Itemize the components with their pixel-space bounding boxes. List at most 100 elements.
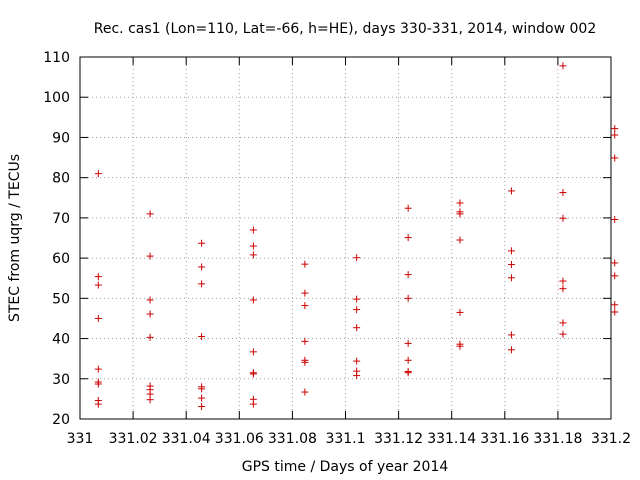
data-point bbox=[301, 358, 309, 366]
data-point bbox=[507, 331, 515, 339]
x-tick-label: 331.08 bbox=[268, 431, 317, 447]
data-point bbox=[94, 281, 102, 289]
data-point bbox=[611, 272, 619, 280]
data-point bbox=[198, 280, 206, 288]
data-point bbox=[559, 330, 567, 338]
data-point bbox=[249, 400, 257, 408]
data-point bbox=[94, 314, 102, 322]
data-point bbox=[301, 337, 309, 345]
x-axis-label: GPS time / Days of year 2014 bbox=[242, 459, 449, 475]
x-tick-label: 331.04 bbox=[162, 431, 211, 447]
data-point bbox=[249, 370, 257, 378]
data-point bbox=[353, 324, 361, 332]
x-tick-label: 331.14 bbox=[427, 431, 476, 447]
data-point bbox=[146, 310, 154, 318]
data-point bbox=[353, 306, 361, 314]
data-points bbox=[94, 62, 619, 411]
data-point bbox=[249, 242, 257, 250]
data-point bbox=[559, 214, 567, 222]
data-point bbox=[611, 131, 619, 139]
grid bbox=[80, 57, 611, 419]
data-point bbox=[507, 247, 515, 255]
y-tick-label: 50 bbox=[52, 291, 70, 307]
axes bbox=[79, 56, 612, 420]
data-point bbox=[404, 356, 412, 364]
data-point bbox=[301, 388, 309, 396]
data-point bbox=[559, 189, 567, 197]
data-point bbox=[198, 403, 206, 411]
data-point bbox=[404, 234, 412, 242]
y-tick-label: 30 bbox=[52, 372, 70, 388]
tick-labels: 331 331.02 331.04 331.06 331.08 331.1 331.12 33… bbox=[43, 50, 631, 447]
data-point bbox=[404, 271, 412, 279]
data-point bbox=[456, 236, 464, 244]
data-point bbox=[611, 215, 619, 223]
data-point bbox=[249, 226, 257, 234]
x-tick-label: 331.2 bbox=[591, 431, 631, 447]
y-tick-label: 40 bbox=[52, 332, 70, 348]
y-tick-label: 90 bbox=[52, 130, 70, 146]
data-point bbox=[456, 342, 464, 350]
data-point bbox=[456, 308, 464, 316]
data-point bbox=[146, 296, 154, 304]
x-tick-label: 331.1 bbox=[325, 431, 365, 447]
data-point bbox=[146, 333, 154, 341]
data-point bbox=[146, 210, 154, 218]
data-point bbox=[249, 296, 257, 304]
data-point bbox=[353, 254, 361, 262]
data-point bbox=[146, 396, 154, 404]
data-point bbox=[456, 199, 464, 207]
data-point bbox=[301, 302, 309, 310]
data-point bbox=[198, 385, 206, 393]
data-point bbox=[198, 239, 206, 247]
data-point bbox=[198, 263, 206, 271]
data-point bbox=[559, 62, 567, 70]
y-tick-label: 70 bbox=[52, 211, 70, 227]
x-tick-label: 331 bbox=[67, 431, 94, 447]
data-point bbox=[94, 170, 102, 178]
data-point bbox=[353, 295, 361, 303]
x-tick-label: 331.02 bbox=[109, 431, 158, 447]
y-tick-label: 110 bbox=[43, 50, 70, 66]
data-point bbox=[353, 357, 361, 365]
data-point bbox=[507, 274, 515, 282]
data-point bbox=[249, 348, 257, 356]
x-tick-label: 331.06 bbox=[215, 431, 264, 447]
data-point bbox=[94, 273, 102, 281]
data-point bbox=[198, 394, 206, 402]
data-point bbox=[404, 339, 412, 347]
data-point bbox=[404, 294, 412, 302]
data-point bbox=[507, 346, 515, 354]
data-point bbox=[456, 210, 464, 218]
data-point bbox=[404, 204, 412, 212]
data-point bbox=[198, 333, 206, 341]
data-point bbox=[507, 261, 515, 269]
x-tick-label: 331.18 bbox=[533, 431, 582, 447]
x-tick-label: 331.12 bbox=[374, 431, 423, 447]
data-point bbox=[611, 308, 619, 316]
data-point bbox=[301, 289, 309, 297]
data-point bbox=[146, 252, 154, 260]
y-tick-label: 80 bbox=[52, 171, 70, 187]
data-point bbox=[611, 154, 619, 162]
y-tick-label: 20 bbox=[52, 412, 70, 428]
data-point bbox=[611, 259, 619, 267]
data-point bbox=[94, 365, 102, 373]
data-point bbox=[249, 251, 257, 259]
data-point bbox=[404, 369, 412, 377]
y-axis-label: STEC from uqrg / TECUs bbox=[7, 154, 23, 322]
x-tick-label: 331.16 bbox=[480, 431, 529, 447]
data-point bbox=[611, 301, 619, 309]
data-point bbox=[559, 319, 567, 327]
data-point bbox=[507, 187, 515, 195]
y-tick-label: 100 bbox=[43, 90, 70, 106]
data-point bbox=[559, 285, 567, 293]
data-point bbox=[611, 125, 619, 133]
data-point bbox=[559, 277, 567, 285]
data-point bbox=[301, 260, 309, 268]
data-point bbox=[353, 372, 361, 380]
chart-title: Rec. cas1 (Lon=110, Lat=-66, h=HE), days… bbox=[94, 21, 596, 37]
y-tick-label: 60 bbox=[52, 251, 70, 267]
data-point bbox=[94, 380, 102, 388]
